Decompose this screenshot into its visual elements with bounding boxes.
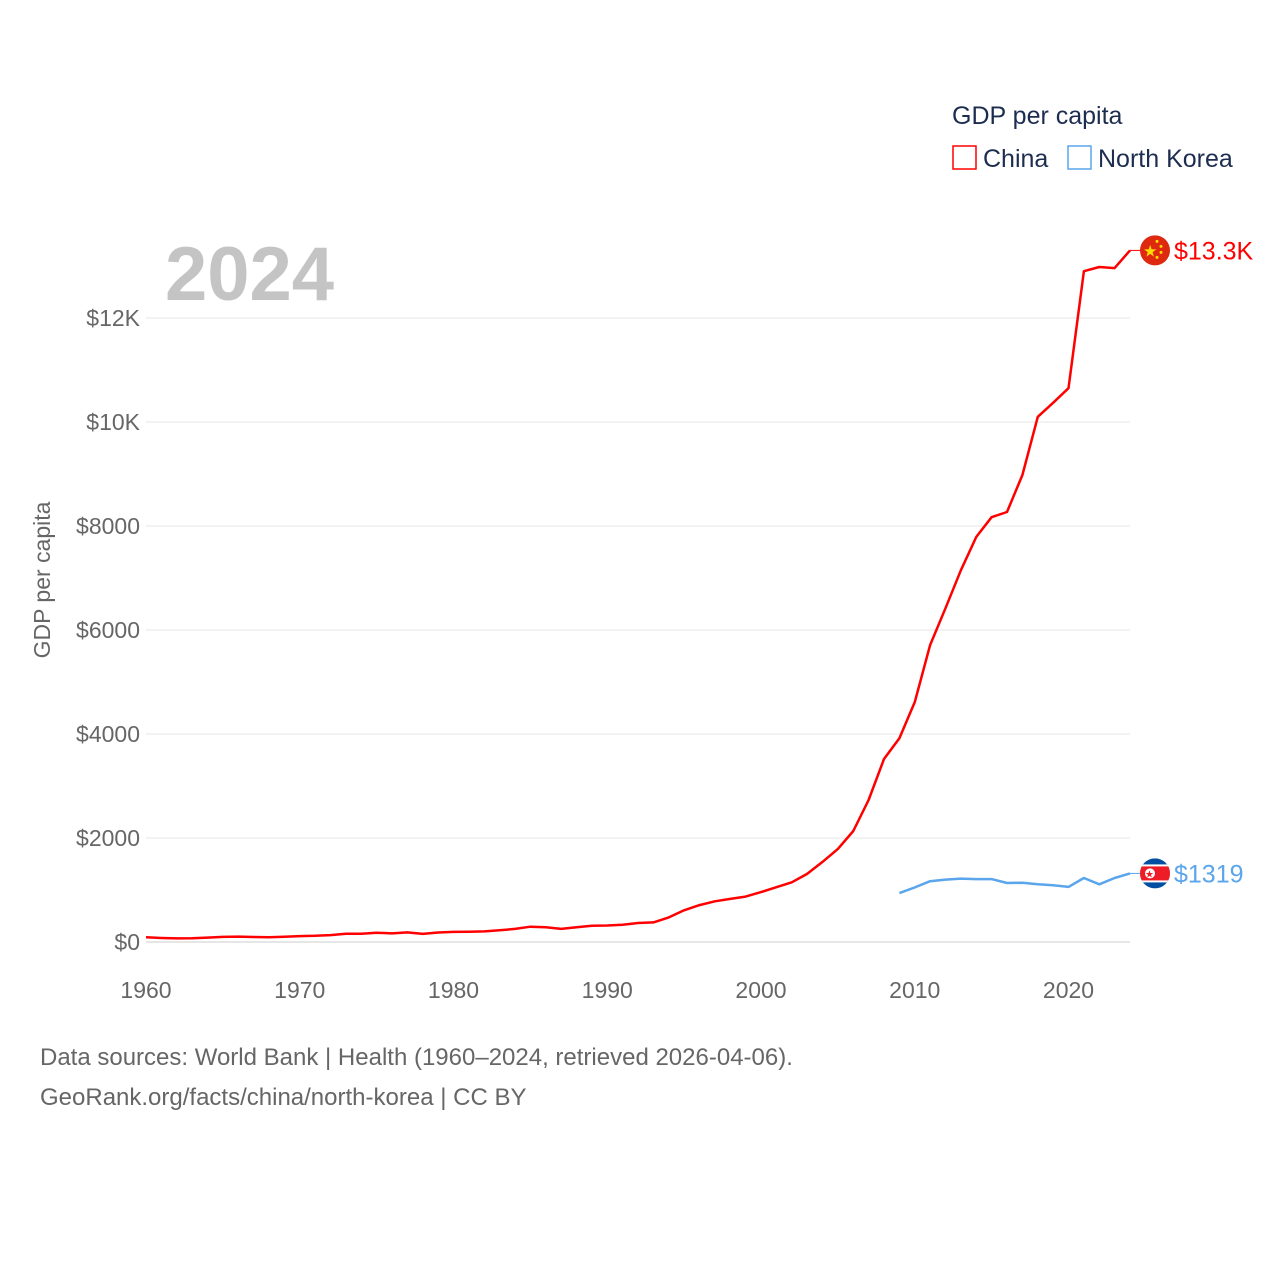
flag-small-star xyxy=(1159,250,1163,254)
x-tick-label: 1990 xyxy=(582,977,633,1003)
flag-disc xyxy=(1145,868,1155,879)
x-tick-label: 2000 xyxy=(735,977,786,1003)
series-end-labels: ★ $13.3K ★ $1319 xyxy=(1130,235,1254,889)
legend-title: GDP per capita xyxy=(952,102,1123,130)
y-tick-label: $4000 xyxy=(76,721,140,747)
end-value-label: $13.3K xyxy=(1174,237,1254,265)
x-tick-label: 2010 xyxy=(889,977,940,1003)
flag-small-star xyxy=(1159,244,1163,248)
y-tick-label: $2000 xyxy=(76,825,140,851)
flag-small-star xyxy=(1155,255,1159,259)
series-lines xyxy=(145,249,1131,940)
y-tick-label: $6000 xyxy=(76,617,140,643)
series-line-china xyxy=(145,249,1131,940)
x-tick-label: 1980 xyxy=(428,977,479,1003)
flag-body: ★ xyxy=(1140,858,1170,889)
x-tick-label: 1960 xyxy=(120,977,171,1003)
gridlines xyxy=(146,317,1130,943)
year-label: 2024 xyxy=(165,232,334,317)
y-tick-label: $10K xyxy=(86,409,140,435)
x-axis-ticks: 1960 1970 1980 1990 2000 2010 2020 xyxy=(120,977,1094,1003)
y-tick-label: $12K xyxy=(86,305,140,331)
y-tick-label: $8000 xyxy=(76,513,140,539)
y-axis-label: GDP per capita xyxy=(29,501,55,658)
flag-star: ★ xyxy=(1143,243,1157,260)
series-line-north-korea xyxy=(898,872,1131,895)
legend-item-label: North Korea xyxy=(1098,145,1233,173)
y-axis-ticks: $0 $2000 $4000 $6000 $8000 $10K $12K xyxy=(76,305,141,955)
footer-sources: Data sources: World Bank | Health (1960–… xyxy=(40,1044,793,1071)
x-tick-label: 1970 xyxy=(274,977,325,1003)
footer-credit: GeoRank.org/facts/china/north-korea | CC… xyxy=(40,1084,527,1111)
legend-swatch xyxy=(952,145,977,170)
x-tick-label: 2020 xyxy=(1043,977,1094,1003)
china-flag-icon: ★ xyxy=(1140,235,1170,266)
flag-star: ★ xyxy=(1145,869,1154,880)
flag-small-star xyxy=(1155,239,1159,243)
north-korea-flag-icon: ★ xyxy=(1140,858,1170,889)
legend-item-label: China xyxy=(983,145,1048,173)
legend-swatch xyxy=(1067,145,1092,170)
end-value-label: $1319 xyxy=(1174,860,1244,888)
y-tick-label: $0 xyxy=(114,929,140,955)
flag-background xyxy=(1140,235,1170,266)
legend: China North Korea xyxy=(952,145,1233,173)
